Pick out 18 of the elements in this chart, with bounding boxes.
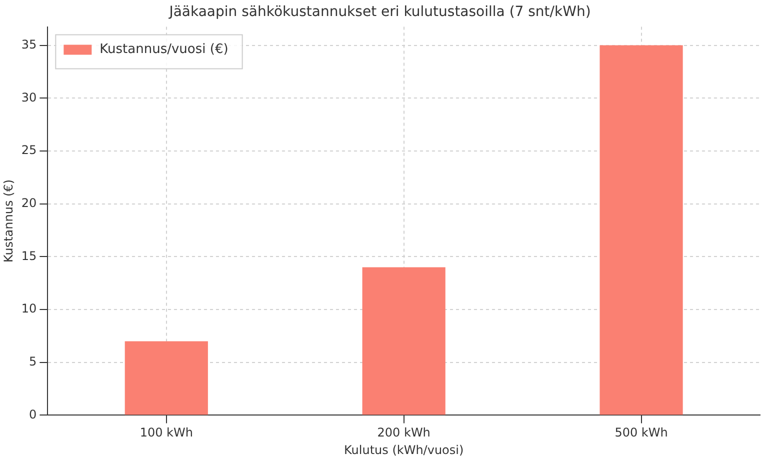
x-tick-label: 200 kWh bbox=[377, 426, 430, 440]
x-tick-label: 500 kWh bbox=[614, 426, 668, 440]
legend-label: Kustannus/vuosi (€) bbox=[100, 42, 228, 58]
y-tick-label: 25 bbox=[21, 143, 37, 158]
y-tick-label: 15 bbox=[21, 248, 37, 263]
y-tick-label: 5 bbox=[29, 354, 37, 368]
y-tick-label: 35 bbox=[21, 37, 37, 52]
bar bbox=[362, 267, 446, 415]
y-tick-label: 0 bbox=[29, 407, 37, 422]
y-axis-title: Kustannus (€) bbox=[1, 179, 16, 263]
y-tick-label: 30 bbox=[21, 90, 37, 104]
x-axis-title: Kulutus (kWh/vuosi) bbox=[344, 442, 464, 457]
bar bbox=[124, 341, 208, 415]
chart-title: Jääkaapin sähkökustannukset eri kulutustasoilla (7 snt/kWh) bbox=[168, 4, 591, 20]
x-tick-label: 100 kWh bbox=[140, 426, 193, 440]
bar bbox=[600, 45, 683, 415]
y-tick-label: 10 bbox=[21, 302, 37, 316]
y-tick-label: 20 bbox=[21, 196, 37, 210]
